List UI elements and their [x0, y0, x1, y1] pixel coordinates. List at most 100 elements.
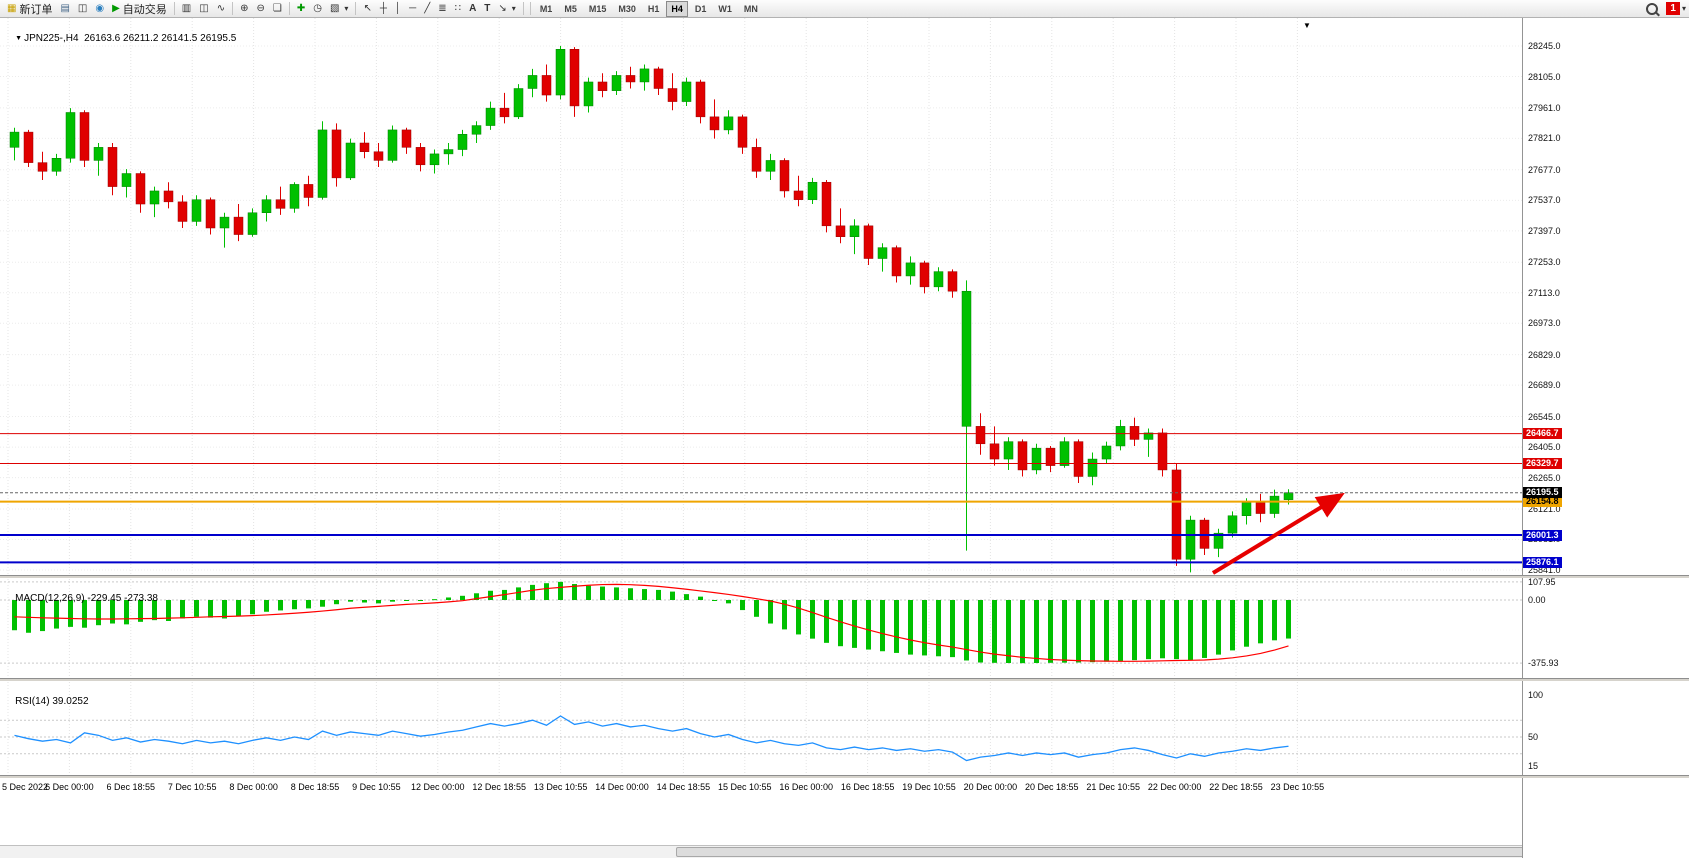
price-tick-label: 27397.0: [1528, 226, 1561, 236]
time-axis-label: 6 Dec 18:55: [106, 782, 156, 792]
time-axis-label: 8 Dec 18:55: [290, 782, 340, 792]
ohlc-open: 26163.6: [84, 33, 121, 44]
fibonacci-icon: ≣: [438, 2, 447, 14]
price-tick-label: 28105.0: [1528, 72, 1561, 82]
vertical-line-button[interactable]: │: [391, 0, 405, 18]
timeframe-button-d1[interactable]: D1: [694, 3, 707, 14]
candle-chart-button[interactable]: ◫: [195, 0, 212, 18]
text-label-icon: T: [484, 2, 491, 14]
horizontal-scrollbar[interactable]: [0, 845, 1689, 858]
trendline-button[interactable]: ╱: [420, 0, 434, 18]
macd-tick-label: -375.93: [1528, 658, 1559, 668]
zoom-out-button[interactable]: ⊖: [252, 0, 268, 18]
alerts-icon: ◉: [95, 2, 105, 14]
tile-windows-button[interactable]: ❏: [269, 0, 286, 18]
chart-shift-marker-icon[interactable]: ▼: [1303, 21, 1311, 30]
rsi-panel-chart[interactable]: [0, 682, 1522, 775]
new-order-button[interactable]: ▦ 新订单: [3, 0, 56, 18]
hline-price-tag[interactable]: 26154.8: [1523, 496, 1562, 507]
hline-price-tag[interactable]: 25876.1: [1523, 557, 1562, 568]
fibonacci-button[interactable]: ≣: [434, 0, 450, 18]
bar-chart-button[interactable]: ▥: [178, 0, 195, 18]
symbol-title: JPN225-,H4: [24, 33, 79, 44]
price-tick-label: 26121.0: [1528, 504, 1561, 514]
timeframe-toolbar: M1 M5 M15 M30 H1 H4 D1 W1 MN: [534, 0, 764, 17]
rsi-value: 39.0252: [52, 696, 89, 707]
shapes-button[interactable]: ∷: [451, 0, 465, 18]
rsi-header: RSI(14) 39.0252: [4, 685, 89, 718]
panel-divider-chart-macd[interactable]: [0, 575, 1689, 578]
hline-price-tag[interactable]: 26001.3: [1523, 530, 1562, 541]
autotrade-icon: ▶: [112, 2, 120, 14]
toolbar-separator: [288, 2, 290, 15]
indicator-add-icon: ✚: [296, 2, 306, 14]
price-tick-label: 27113.0: [1528, 288, 1560, 298]
timeframe-button-h4[interactable]: H4: [666, 0, 688, 17]
period-button[interactable]: ◷: [309, 0, 326, 18]
line-icon: ∿: [216, 2, 226, 14]
rsi-label: RSI(14): [15, 696, 50, 707]
rsi-tick-label: 100: [1528, 690, 1544, 700]
price-chart[interactable]: [0, 18, 1522, 575]
macd-panel-chart[interactable]: [0, 579, 1522, 678]
cursor-icon: ↖: [363, 2, 372, 14]
macd-value-main: -229.45: [87, 593, 122, 604]
profiles-button[interactable]: ◫: [74, 0, 91, 18]
toolbar-separator: [529, 2, 531, 15]
timeframe-button-mn[interactable]: MN: [743, 3, 758, 14]
search-icon: [1646, 2, 1659, 15]
templates-icon: ▧: [329, 2, 340, 14]
chevron-down-icon: ▾: [511, 4, 516, 13]
ohlc-close: 26195.5: [200, 33, 237, 44]
crosshair-button[interactable]: ┼: [376, 0, 391, 18]
zoom-in-icon: ⊕: [240, 2, 249, 14]
time-axis-label: 8 Dec 00:00: [229, 782, 278, 792]
notification-badge[interactable]: 1: [1666, 2, 1680, 15]
price-tick-label: 26689.0: [1528, 380, 1561, 390]
arrows-button[interactable]: ↘ ▾: [494, 0, 519, 18]
macd-signal-line: [14, 583, 1289, 662]
chevron-down-icon[interactable]: ▾: [1681, 4, 1686, 13]
cursor-button[interactable]: ↖: [359, 0, 375, 18]
new-order-label: 新订单: [19, 3, 53, 16]
text-label-button[interactable]: T: [480, 0, 494, 18]
add-indicator-button[interactable]: ✚: [293, 0, 309, 18]
price-tick-label: 26829.0: [1528, 350, 1561, 360]
arrows-icon: ↘: [498, 2, 507, 14]
timeframe-button-m30[interactable]: M30: [618, 3, 636, 14]
autotrading-button[interactable]: ▶ 自动交易: [108, 0, 171, 18]
trend-arrow-object[interactable]: [1211, 492, 1345, 575]
time-axis[interactable]: [0, 779, 1522, 798]
toolbar-separator: [173, 2, 175, 15]
price-tick-label: 26545.0: [1528, 412, 1561, 422]
toolbar-separator: [232, 2, 234, 15]
price-tick-label: 26973.0: [1528, 318, 1561, 328]
autotrading-label: 自动交易: [122, 3, 167, 16]
search-button[interactable]: [1642, 0, 1662, 18]
panel-divider-macd-rsi[interactable]: [0, 678, 1689, 681]
alerts-button[interactable]: ◉: [91, 0, 108, 18]
line-chart-button[interactable]: ∿: [213, 0, 229, 18]
templates-button[interactable]: ▧ ▾: [326, 0, 352, 18]
time-axis-label: 13 Dec 10:55: [533, 782, 588, 792]
timeframe-button-m1[interactable]: M1: [539, 3, 553, 14]
macd-tick-label: 0.00: [1528, 595, 1546, 605]
zoom-in-button[interactable]: ⊕: [236, 0, 252, 18]
timeframe-button-w1[interactable]: W1: [718, 3, 732, 14]
time-axis-label: 20 Dec 18:55: [1025, 782, 1079, 792]
shapes-icon: ∷: [454, 2, 462, 14]
horizontal-line-button[interactable]: ─: [405, 0, 420, 18]
text-button[interactable]: A: [465, 0, 480, 18]
charts-button[interactable]: ▤: [56, 0, 73, 18]
price-tick-label: 25841.0: [1528, 565, 1561, 575]
timeframe-button-h1[interactable]: H1: [647, 3, 660, 14]
hline-price-tag[interactable]: 26329.7: [1523, 458, 1562, 469]
hline-price-tag[interactable]: 26466.7: [1523, 428, 1562, 439]
timeframe-button-m5[interactable]: M5: [564, 3, 577, 14]
candles: [9, 46, 1294, 573]
macd-tick-label: 107.95: [1528, 577, 1556, 587]
panel-divider-rsi-time: [0, 775, 1689, 778]
timeframe-button-m15[interactable]: M15: [588, 3, 607, 14]
symbol-triangle-icon[interactable]: ▼: [15, 35, 23, 42]
toolbar-right-group: 1 ▾: [1642, 0, 1686, 18]
